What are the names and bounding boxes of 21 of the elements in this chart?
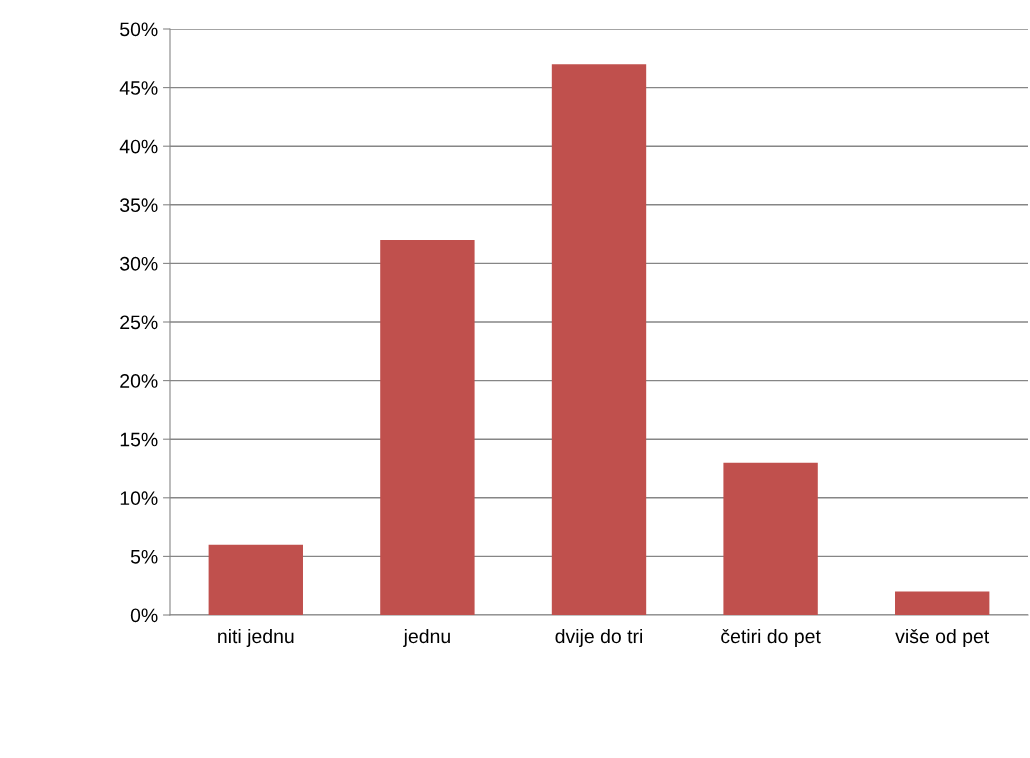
bar xyxy=(895,591,990,615)
bar xyxy=(208,544,303,615)
y-tick-label: 15% xyxy=(120,432,158,447)
y-tick-label: 10% xyxy=(120,491,158,506)
y-tick-label: 30% xyxy=(120,256,158,271)
y-tick-label: 0% xyxy=(130,608,158,623)
bar xyxy=(380,239,475,615)
x-tick-label: četiri do pet xyxy=(721,628,821,648)
bar xyxy=(551,64,647,615)
y-tick-label: 45% xyxy=(119,81,158,95)
y-tick-label: 25% xyxy=(120,315,158,330)
x-tick-label: više od pet xyxy=(895,628,990,648)
y-tick-label: 35% xyxy=(120,198,158,213)
x-tick-label: jednu xyxy=(403,628,450,648)
y-tick-label: 5% xyxy=(130,549,158,564)
y-tick-label: 40% xyxy=(119,139,158,154)
y-tick-label: 50% xyxy=(120,22,158,37)
x-tick-label: niti jednu xyxy=(218,628,294,648)
y-tick-label: 20% xyxy=(120,374,158,388)
x-tick-label: dvije do tri xyxy=(555,628,642,648)
bar xyxy=(723,462,818,615)
